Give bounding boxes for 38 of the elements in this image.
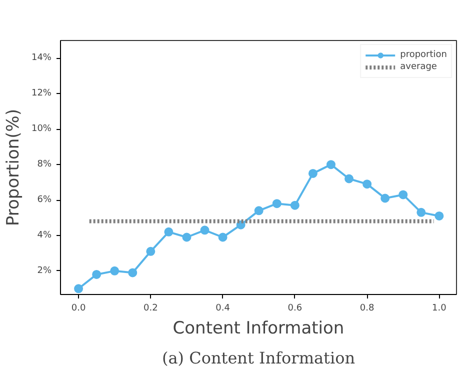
x-tick-label: 0.8 bbox=[360, 304, 374, 314]
y-tick-label: 4% bbox=[37, 230, 52, 240]
x-tick-label: 0.6 bbox=[288, 304, 302, 314]
x-tick-label: 1.0 bbox=[432, 304, 447, 314]
point bbox=[74, 284, 84, 294]
y-axis-title: Proportion(%) bbox=[3, 108, 24, 226]
point bbox=[182, 232, 192, 242]
x-axis-title: Content Information bbox=[172, 318, 344, 338]
point bbox=[110, 266, 120, 276]
point bbox=[254, 206, 264, 216]
x-tick-label: 0.0 bbox=[71, 304, 86, 314]
point bbox=[434, 211, 444, 220]
y-tick-label: 12% bbox=[31, 88, 52, 99]
point bbox=[398, 190, 408, 200]
y-tick-label: 6% bbox=[37, 195, 52, 206]
point bbox=[362, 180, 372, 189]
y-tick-label: 10% bbox=[31, 124, 52, 134]
point bbox=[290, 200, 300, 210]
point bbox=[308, 168, 318, 178]
point bbox=[128, 268, 138, 278]
point bbox=[92, 270, 102, 279]
point bbox=[344, 174, 354, 184]
x-tick-label: 0.2 bbox=[144, 304, 158, 314]
y-tick-label: 14% bbox=[31, 53, 52, 64]
point bbox=[164, 227, 174, 236]
point bbox=[272, 199, 282, 208]
y-tick-label: 8% bbox=[37, 160, 52, 170]
text: (a) Content Information bbox=[162, 348, 356, 368]
point bbox=[326, 160, 336, 170]
point bbox=[218, 232, 228, 242]
point bbox=[146, 246, 156, 256]
point bbox=[380, 194, 390, 203]
y-tick-label: 2% bbox=[37, 266, 52, 276]
legend-label: average bbox=[400, 61, 437, 73]
point bbox=[200, 226, 210, 235]
legend-label: proportion bbox=[400, 49, 447, 61]
point bbox=[416, 208, 426, 217]
x-tick-label: 0.4 bbox=[216, 304, 230, 314]
